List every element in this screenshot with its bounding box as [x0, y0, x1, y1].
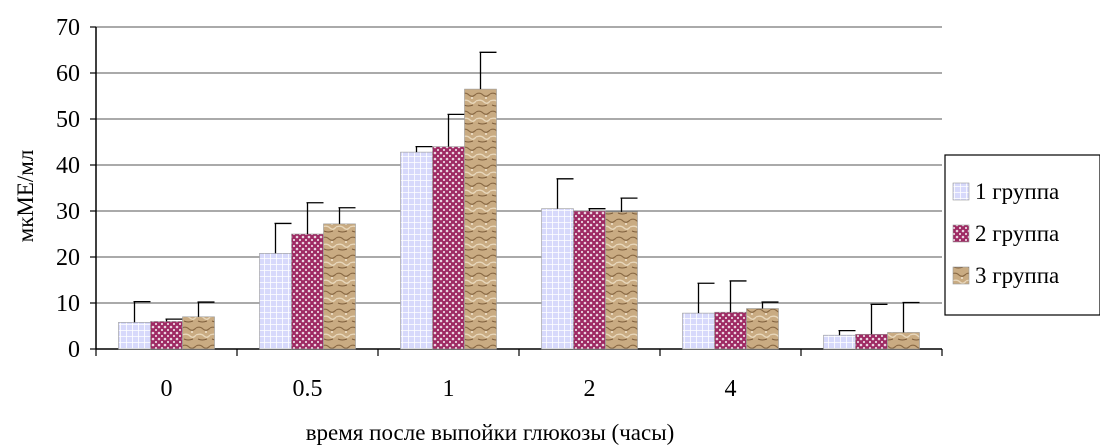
bar	[605, 211, 638, 350]
legend-swatch	[952, 224, 970, 243]
bar	[541, 208, 574, 350]
legend-swatch	[952, 266, 970, 285]
bar	[573, 210, 606, 350]
legend-label: 2 группа	[975, 221, 1059, 246]
x-tick-label: 4	[725, 376, 737, 402]
y-tick-label: 70	[56, 15, 80, 41]
y-axis-title: мкМЕ/мл	[13, 150, 38, 243]
bar	[150, 321, 183, 350]
y-tick-label: 20	[56, 245, 80, 271]
y-tick-label: 10	[56, 291, 80, 317]
legend-label: 1 группа	[975, 179, 1059, 204]
bar	[118, 322, 151, 350]
bar	[823, 334, 856, 350]
y-tick-label: 60	[56, 61, 80, 87]
plot-area: 0 10 20 30 40 50 60 70 0 0.5 1 2 4	[56, 15, 943, 402]
x-axis-title: время после выпойки глюкозы (часы)	[306, 420, 675, 445]
legend: 1 группа 2 группа 3 группа	[944, 154, 1100, 316]
bar	[682, 312, 715, 350]
bar	[182, 316, 215, 350]
bar	[291, 233, 324, 350]
bar	[432, 146, 465, 350]
bar	[714, 311, 747, 350]
y-tick-label: 30	[56, 199, 80, 225]
bar	[400, 151, 433, 350]
bar	[323, 223, 356, 350]
legend-box	[944, 154, 1100, 316]
legend-swatch	[952, 182, 970, 201]
bar	[464, 88, 497, 350]
bar	[855, 333, 888, 350]
legend-label: 3 группа	[975, 263, 1059, 288]
x-tick-label: 1	[443, 376, 455, 402]
y-tick-label: 40	[56, 153, 80, 179]
y-tick-label: 50	[56, 107, 80, 133]
x-tick-label: 2	[584, 376, 596, 402]
y-tick-label: 0	[68, 337, 80, 363]
bar	[746, 308, 779, 350]
bar	[259, 253, 292, 350]
x-tick-label: 0	[161, 376, 173, 402]
bar	[887, 332, 920, 350]
x-tick-label: 0.5	[293, 376, 323, 402]
